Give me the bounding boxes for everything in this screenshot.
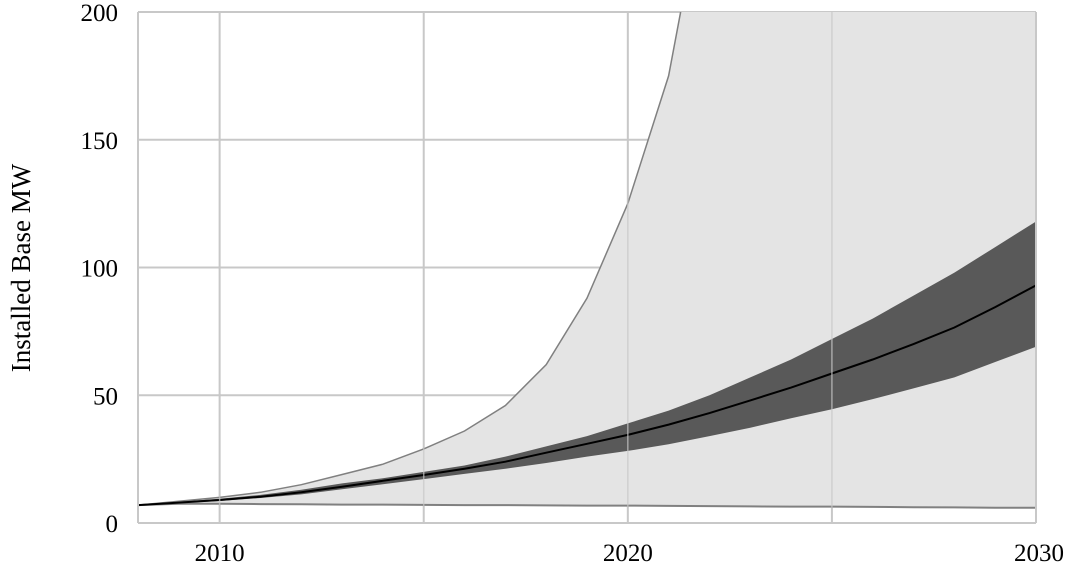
median-line (138, 284, 1036, 507)
y-tick-label: 150 (81, 128, 119, 155)
y-tick-label: 0 (106, 511, 119, 538)
plot-frame (137, 12, 1037, 524)
y-tick-label: 200 (81, 0, 119, 27)
outer-upper-line (138, 12, 682, 506)
y-tick-labels: 0 50 100 150 200 (81, 0, 119, 538)
x-tick-label: 2010 (195, 540, 245, 567)
x-tick-labels: 2010 2020 2030 (195, 540, 1064, 567)
x-tick-label: 2030 (1014, 540, 1064, 567)
data-bands (138, 12, 1036, 523)
y-tick-label: 100 (81, 256, 119, 283)
x-tick-label: 2020 (603, 540, 653, 567)
y-tick-label: 50 (93, 383, 118, 410)
y-axis-title: Installed Base MW (6, 163, 36, 372)
outer-lower-line (138, 502, 1036, 509)
inner-band (138, 221, 1036, 506)
